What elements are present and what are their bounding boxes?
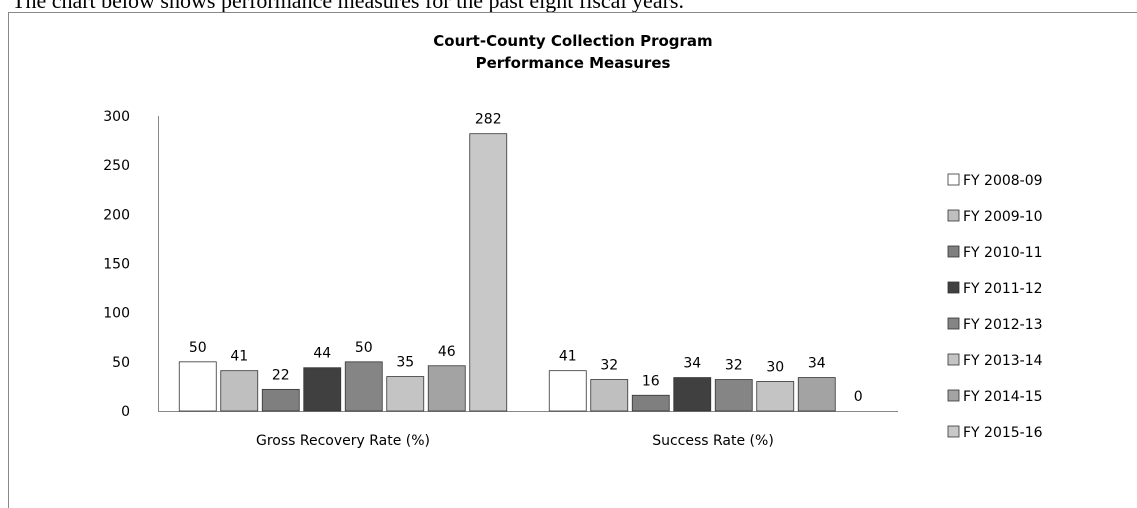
bar xyxy=(714,379,753,412)
bar xyxy=(756,381,795,412)
bar xyxy=(590,379,629,412)
legend-swatch xyxy=(947,353,960,366)
legend-label: FY 2013-14 xyxy=(963,353,1043,369)
data-label: 22 xyxy=(272,367,290,383)
bar xyxy=(220,370,259,412)
legend-label: FY 2010-11 xyxy=(963,245,1043,261)
legend-swatch xyxy=(947,317,960,330)
data-label: 0 xyxy=(854,389,863,405)
legend-swatch xyxy=(947,281,960,294)
legend-label: FY 2012-13 xyxy=(963,317,1043,333)
legend-label: FY 2011-12 xyxy=(963,281,1043,297)
data-label: 41 xyxy=(230,349,248,365)
legend-label: FY 2015-16 xyxy=(963,425,1043,441)
x-tick-label: Success Rate (%) xyxy=(652,433,774,449)
y-tick-label: 250 xyxy=(103,158,130,174)
bar xyxy=(261,388,300,412)
bar xyxy=(386,376,425,412)
bar xyxy=(427,365,466,412)
data-label: 46 xyxy=(438,344,456,360)
data-label: 44 xyxy=(313,346,331,362)
data-label: 50 xyxy=(355,340,373,356)
chart-frame xyxy=(8,12,1137,508)
y-tick-label: 200 xyxy=(103,207,130,223)
data-label: 32 xyxy=(725,358,743,374)
legend-label: FY 2014-15 xyxy=(963,389,1043,405)
legend-swatch xyxy=(947,209,960,222)
legend-swatch xyxy=(947,245,960,258)
legend-swatch xyxy=(947,389,960,402)
y-tick-label: 150 xyxy=(103,257,130,273)
y-tick-label: 0 xyxy=(121,404,130,420)
chart-title: Court-County Collection Program xyxy=(433,32,712,50)
y-tick-label: 300 xyxy=(103,109,130,125)
bar xyxy=(673,377,712,412)
data-label: 16 xyxy=(642,373,660,389)
data-label: 50 xyxy=(189,340,207,356)
data-label: 32 xyxy=(600,358,618,374)
intro-text: The chart below shows performance measur… xyxy=(12,0,684,13)
x-tick-label: Gross Recovery Rate (%) xyxy=(256,433,430,449)
data-label: 41 xyxy=(559,349,577,365)
data-label: 34 xyxy=(683,356,701,372)
legend-label: FY 2008-09 xyxy=(963,173,1043,189)
bar xyxy=(469,133,508,412)
legend-swatch xyxy=(947,425,960,438)
y-tick-label: 50 xyxy=(112,355,130,371)
bar xyxy=(548,370,587,412)
chart-title: Performance Measures xyxy=(476,54,671,72)
bar xyxy=(631,394,670,412)
data-label: 30 xyxy=(766,360,784,376)
y-tick-label: 100 xyxy=(103,306,130,322)
bar xyxy=(303,367,342,412)
legend-label: FY 2009-10 xyxy=(963,209,1043,225)
data-label: 34 xyxy=(808,356,826,372)
bar xyxy=(178,361,217,412)
data-label: 282 xyxy=(475,112,502,128)
data-label: 35 xyxy=(396,355,414,371)
legend-swatch xyxy=(947,173,960,186)
bar xyxy=(797,377,836,412)
bar xyxy=(344,361,383,412)
